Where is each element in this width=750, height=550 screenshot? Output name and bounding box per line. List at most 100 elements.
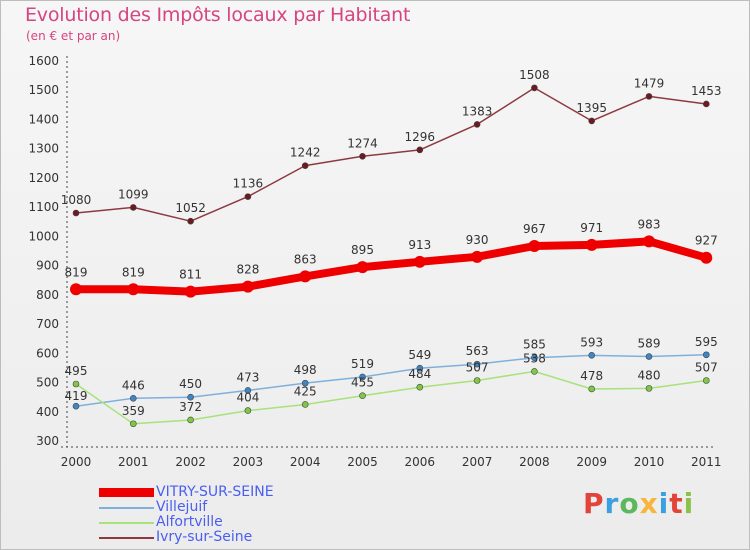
x-tick-label: 2001 xyxy=(118,455,149,469)
data-point-ivry-sur-seine xyxy=(702,100,710,108)
y-tick-label: 1300 xyxy=(28,142,59,156)
series-line-alfortville xyxy=(75,370,708,425)
data-label-ivry-sur-seine: 1242 xyxy=(290,146,321,160)
data-label-villejuif: 589 xyxy=(638,337,661,351)
data-point-villejuif xyxy=(473,360,481,368)
data-label-ivry-sur-seine: 1274 xyxy=(347,136,378,150)
data-point-alfortville xyxy=(244,407,252,414)
data-label-ivry-sur-seine: 1383 xyxy=(462,104,493,118)
data-label-vitry-sur-seine: 983 xyxy=(638,217,661,231)
data-point-vitry-sur-seine xyxy=(127,283,140,296)
data-label-ivry-sur-seine: 1395 xyxy=(576,101,607,115)
data-label-vitry-sur-seine: 828 xyxy=(236,263,259,277)
data-label-villejuif: 473 xyxy=(236,370,259,384)
x-tick-label: 2007 xyxy=(462,455,493,469)
data-label-alfortville: 455 xyxy=(351,376,374,390)
data-point-ivry-sur-seine xyxy=(187,217,194,225)
data-label-ivry-sur-seine: 1508 xyxy=(519,68,550,82)
data-point-vitry-sur-seine xyxy=(184,285,197,298)
data-point-vitry-sur-seine xyxy=(356,261,369,274)
data-label-ivry-sur-seine: 1052 xyxy=(175,201,206,215)
data-point-alfortville xyxy=(588,385,596,393)
x-tick-label: 2006 xyxy=(405,455,436,469)
x-tick-label: 2008 xyxy=(519,455,550,469)
brand-letter: i xyxy=(683,487,695,520)
data-point-vitry-sur-seine xyxy=(70,283,82,296)
legend-label-ivry: Ivry-sur-Seine xyxy=(156,529,253,545)
data-label-vitry-sur-seine: 913 xyxy=(408,238,431,252)
data-label-villejuif: 450 xyxy=(179,377,202,391)
data-point-alfortville xyxy=(416,383,424,391)
data-point-villejuif xyxy=(702,351,710,359)
x-tick-label: 2011 xyxy=(691,455,722,469)
data-labels: 819 819 811 828 863 895 913 930 967 971 983 927 419 4… xyxy=(61,68,722,418)
data-label-vitry-sur-seine: 819 xyxy=(122,265,145,279)
data-point-ivry-sur-seine xyxy=(473,121,481,128)
y-tick-label: 500 xyxy=(36,376,59,390)
data-label-ivry-sur-seine: 1099 xyxy=(118,187,149,201)
y-tick-label: 1100 xyxy=(28,200,59,214)
data-label-alfortville: 484 xyxy=(408,367,431,381)
chart-title: Evolution des Impôts locaux par Habitant xyxy=(25,4,411,26)
data-label-villejuif: 549 xyxy=(408,348,431,362)
y-tick-label: 900 xyxy=(36,259,59,273)
data-point-villejuif xyxy=(72,402,80,410)
data-point-alfortville xyxy=(187,416,194,424)
data-label-vitry-sur-seine: 930 xyxy=(466,233,489,247)
data-label-alfortville: 478 xyxy=(580,369,603,383)
y-tick-label: 700 xyxy=(36,317,59,331)
series-line-villejuif xyxy=(75,354,708,407)
brand-letter: o xyxy=(619,487,640,520)
data-label-vitry-sur-seine: 927 xyxy=(695,234,718,248)
data-label-vitry-sur-seine: 863 xyxy=(294,252,317,266)
x-tick-label: 2005 xyxy=(347,455,378,469)
y-tick-label: 600 xyxy=(36,346,59,360)
data-point-alfortville xyxy=(702,377,710,384)
x-tick-label: 2002 xyxy=(175,455,206,469)
data-label-alfortville: 495 xyxy=(65,364,88,378)
data-label-alfortville: 425 xyxy=(294,384,317,398)
data-point-alfortville xyxy=(645,385,653,392)
data-point-vitry-sur-seine xyxy=(413,255,426,268)
brand-letter: P xyxy=(583,487,605,520)
data-point-alfortville xyxy=(130,420,137,428)
brand-logo: Proxiti xyxy=(583,487,694,520)
brand-letter: i xyxy=(658,487,670,520)
x-tick-label: 2004 xyxy=(290,455,321,469)
data-label-ivry-sur-seine: 1479 xyxy=(634,76,665,90)
legend-swatch-alfortville xyxy=(99,522,154,524)
data-label-villejuif: 498 xyxy=(294,363,317,377)
data-point-ivry-sur-seine xyxy=(588,117,596,125)
x-tick-label: 2009 xyxy=(576,455,607,469)
data-point-alfortville xyxy=(473,377,481,384)
data-label-villejuif: 446 xyxy=(122,378,145,392)
data-point-ivry-sur-seine xyxy=(645,93,653,100)
data-label-alfortville: 538 xyxy=(523,351,546,365)
data-label-villejuif: 595 xyxy=(695,335,718,349)
data-point-villejuif xyxy=(645,353,653,360)
tick-labels: 300 400 500 600 700 800 900 1000 1100 1200 1300 140… xyxy=(28,54,721,469)
series-group xyxy=(70,84,713,428)
y-tick-label: 800 xyxy=(36,288,59,302)
legend-label-vitry: VITRY-SUR-SEINE xyxy=(156,484,274,500)
data-point-alfortville xyxy=(531,368,538,375)
data-label-alfortville: 404 xyxy=(236,391,259,405)
data-point-ivry-sur-seine xyxy=(244,193,252,200)
data-point-vitry-sur-seine xyxy=(299,270,312,283)
brand-letter: x xyxy=(639,487,659,520)
data-label-ivry-sur-seine: 1296 xyxy=(405,130,436,144)
data-label-vitry-sur-seine: 819 xyxy=(65,265,88,279)
chart-subtitle: (en € et par an) xyxy=(26,29,121,43)
data-point-ivry-sur-seine xyxy=(531,84,538,92)
brand-letter: r xyxy=(604,487,620,520)
y-tick-label: 1500 xyxy=(28,83,59,97)
data-label-ivry-sur-seine: 1453 xyxy=(691,84,722,98)
data-label-ivry-sur-seine: 1080 xyxy=(61,193,92,207)
data-point-villejuif xyxy=(416,364,424,372)
data-label-vitry-sur-seine: 895 xyxy=(351,243,374,257)
data-label-villejuif: 563 xyxy=(466,344,489,358)
y-tick-label: 1000 xyxy=(28,229,59,243)
x-tick-label: 2010 xyxy=(634,455,665,469)
data-label-villejuif: 585 xyxy=(523,338,546,352)
data-label-alfortville: 480 xyxy=(638,368,661,382)
